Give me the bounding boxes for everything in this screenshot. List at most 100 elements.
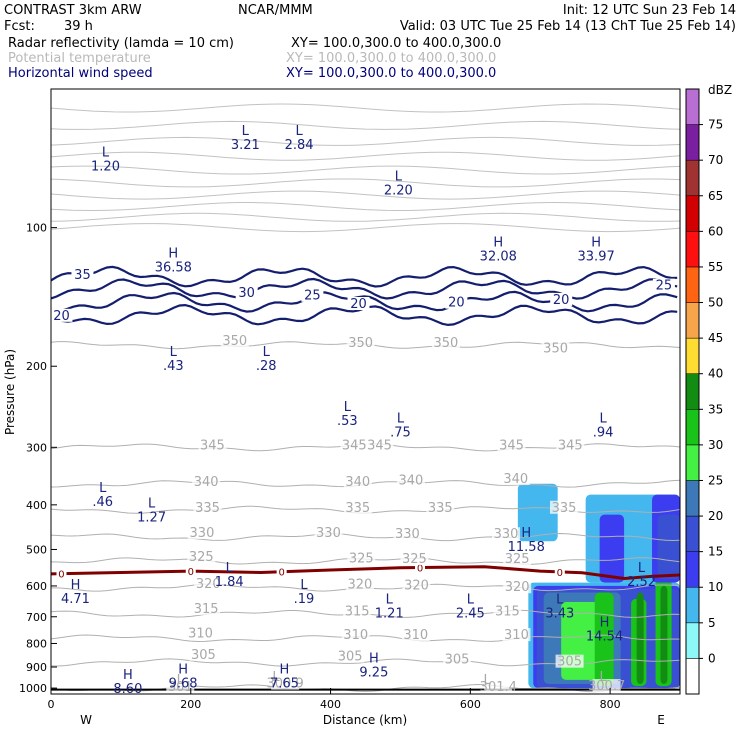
extremum-value: 14.54 — [586, 630, 623, 645]
y-tick-label: 100 — [26, 222, 47, 235]
theta-label-bg — [343, 500, 372, 514]
colorbar-level-label: 10 — [708, 580, 723, 594]
extremum-value: 4.71 — [61, 592, 90, 607]
theta-label: 305 — [557, 655, 582, 670]
theta-label: 305 — [191, 648, 216, 663]
theta-label: 335 — [345, 501, 370, 516]
upper-theta-contour — [51, 136, 680, 146]
theta-label: 325 — [189, 550, 214, 565]
zero-contour-label: 0 — [188, 567, 194, 578]
figure-header: CONTRAST 3km ARW NCAR/MMM Init: 12 UTC S… — [4, 3, 736, 81]
field-name-wind: Horizontal wind speed — [8, 66, 153, 81]
theta-label-bg — [541, 341, 570, 355]
high-marker: H — [178, 663, 188, 678]
wind-label: 35 — [74, 268, 91, 283]
wind-label: 30 — [238, 286, 255, 301]
wind-label-bg — [652, 278, 675, 292]
theta-label: 340 — [194, 475, 219, 490]
zero-contour-label-bg — [185, 565, 196, 578]
extremum-value: 2.84 — [285, 138, 314, 153]
low-marker: L — [386, 592, 394, 607]
reflectivity-region-35dbz — [660, 585, 668, 685]
y-tick-label: 300 — [26, 441, 47, 454]
high-marker: H — [369, 652, 379, 667]
x-tick-label: 800 — [600, 698, 621, 711]
colorbar-frame — [685, 88, 700, 695]
low-marker: L — [467, 592, 475, 607]
wind-label-bg — [347, 297, 370, 311]
theta-label: 325 — [349, 551, 374, 566]
y-tick-label: 900 — [26, 661, 47, 674]
upper-theta-contour — [51, 223, 680, 233]
x-axis-title: Distance (km) — [323, 713, 407, 727]
upper-theta-contour — [51, 178, 680, 188]
low-marker: L — [295, 124, 303, 139]
extremum-value: 9.25 — [359, 666, 388, 681]
colorbar-swatch — [685, 195, 700, 232]
wind-label-bg — [301, 288, 324, 302]
theta-label-bg — [484, 680, 513, 694]
theta-label-bg — [555, 654, 584, 668]
theta-label-bg — [192, 474, 221, 488]
theta-contour-330 — [51, 532, 680, 542]
theta-label: 345 — [367, 438, 392, 453]
theta-label-bg — [503, 580, 532, 594]
reflectivity-region-10dbz — [599, 514, 625, 583]
theta-label-bg — [346, 336, 375, 350]
init-time: Init: 12 UTC Sun 23 Feb 14 — [563, 3, 736, 18]
extremum-value: .94 — [593, 426, 614, 441]
extremum-value: 7.65 — [270, 677, 299, 692]
colorbar-level-label: 50 — [708, 296, 723, 310]
upper-theta-contour — [51, 165, 680, 175]
field-name-reflectivity: Radar reflectivity (lamda = 10 cm) — [8, 36, 234, 51]
colorbar-swatch — [685, 622, 700, 659]
center-name: NCAR/MMM — [238, 3, 313, 18]
low-marker: L — [226, 561, 234, 576]
colorbar-level-label: 70 — [708, 153, 723, 167]
y-axis-title: Pressure (hPa) — [3, 349, 17, 435]
low-marker: L — [148, 496, 156, 511]
colorbar-swatch — [685, 124, 700, 161]
wind-contour-30 — [51, 277, 678, 300]
extremum-value: 36.58 — [155, 260, 192, 275]
theta-label-bg — [343, 474, 372, 488]
y-tick-label: 400 — [26, 499, 47, 512]
colorbar-level-label: 35 — [708, 402, 723, 416]
theta-label: 340 — [503, 472, 528, 487]
extremum-value: 1.84 — [215, 575, 244, 590]
colorbar-level-label: 60 — [708, 224, 723, 238]
upper-theta-contour — [51, 212, 680, 222]
colorbar-swatch — [685, 159, 700, 197]
theta-label-bg — [401, 628, 430, 642]
extremum-value: .43 — [163, 359, 184, 374]
theta-label-bg — [271, 676, 300, 690]
theta-label: 320 — [196, 577, 221, 592]
zero-contour-label: 0 — [58, 570, 64, 581]
reflectivity-region-15dbz — [657, 514, 680, 580]
low-marker: L — [242, 124, 250, 139]
low-marker: L — [170, 345, 178, 360]
theta-label: 305 — [338, 650, 363, 665]
extremum-value: 2.20 — [384, 183, 413, 198]
high-marker: H — [600, 616, 610, 631]
theta-label-bg — [314, 525, 343, 539]
theta-label: 340 — [345, 475, 370, 490]
wind-label: 20 — [448, 296, 465, 311]
y-tick-label: 500 — [26, 543, 47, 556]
west-label: W — [80, 713, 92, 727]
wind-label: 20 — [553, 293, 570, 308]
low-marker: L — [263, 345, 271, 360]
high-marker: H — [521, 526, 531, 541]
wind-label: 20 — [350, 297, 367, 312]
theta-label: 310 — [504, 628, 529, 643]
colorbar-units: dBZ — [708, 83, 732, 97]
theta-label: 330 — [494, 527, 519, 542]
extremum-value: 1.21 — [375, 606, 404, 621]
extremum-value: 2.45 — [456, 606, 485, 621]
extremum-value: .75 — [390, 426, 411, 441]
zero-contour-label-bg — [56, 567, 67, 580]
theta-label: 320 — [347, 578, 372, 593]
theta-label: L — [177, 673, 185, 688]
